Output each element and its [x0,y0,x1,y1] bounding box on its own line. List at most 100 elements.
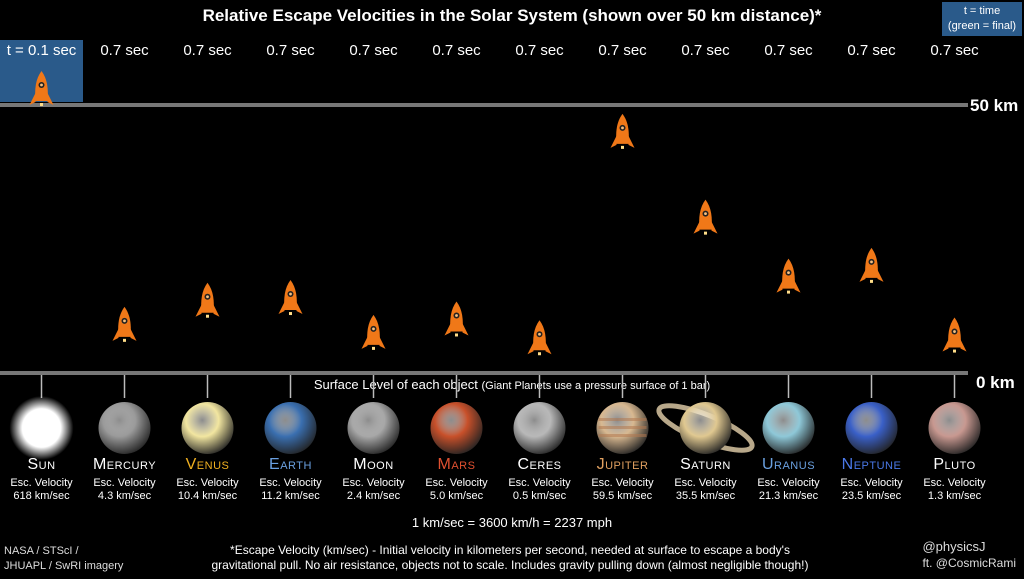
ev-caption: Esc. Velocity [342,477,405,489]
imagery-credit-line-1: NASA / STScI / [4,545,79,557]
ev-value: 59.5 km/sec [592,490,653,502]
planet-neptune [845,402,898,454]
escape-velocity-jupiter: Esc. Velocity 59.5 km/sec [581,477,664,503]
ev-value: 5.0 km/sec [429,490,484,502]
jupiter-band [598,418,647,421]
rocket-venus [195,282,220,318]
planet-name-neptune: Neptune [841,456,902,473]
planet-name-venus: Venus [185,456,230,473]
ev-caption: Esc. Velocity [10,477,73,489]
bottom-axis-label: 0 km [976,373,1015,392]
ev-caption: Esc. Velocity [176,477,239,489]
ev-value: 618 km/sec [13,490,70,502]
ev-caption: Esc. Velocity [923,477,986,489]
rocket-earth [278,280,303,316]
planet-name-jupiter: Jupiter [596,456,649,473]
planet-uranus [762,402,815,454]
surface-main: Surface Level of each object [313,377,478,392]
rocket-uranus [776,258,801,294]
ev-caption: Esc. Velocity [674,477,737,489]
planet-pluto [928,402,981,454]
planet-moon [347,402,400,454]
ev-caption: Esc. Velocity [508,477,571,489]
footnote-line-2: gravitational pull. No air resistance, o… [211,558,809,572]
planet-name-ceres: Ceres [517,456,562,473]
rocket-pluto [942,317,967,353]
time-label-11: 0.7 sec [930,42,979,59]
planet-ceres [513,402,566,454]
escape-velocity-mars: Esc. Velocity 5.0 km/sec [415,477,498,503]
author-credit-line-2: ft. @CosmicRami [922,556,1016,570]
time-label-10: 0.7 sec [847,42,896,59]
escape-velocity-ceres: Esc. Velocity 0.5 km/sec [498,477,581,503]
jupiter-band [598,426,647,429]
rocket-mars [444,301,469,337]
planet-saturn [679,402,732,454]
time-label-1: 0.7 sec [100,42,149,59]
planet-name-sun: Sun [27,456,56,473]
escape-velocity-mercury: Esc. Velocity 4.3 km/sec [83,477,166,503]
time-label-2: 0.7 sec [183,42,232,59]
planet-venus [181,402,234,454]
surface-note: (Giant Planets use a pressure surface of… [481,380,711,392]
time-label-9: 0.7 sec [764,42,813,59]
footnote: *Escape Velocity (km/sec) - Initial velo… [160,543,860,573]
conversion-note: 1 km/sec = 3600 km/h = 2237 mph [411,515,613,530]
planet-name-uranus: Uranus [761,456,816,473]
time-label-4: 0.7 sec [349,42,398,59]
escape-velocity-uranus: Esc. Velocity 21.3 km/sec [747,477,830,503]
imagery-credit: NASA / STScI / JHUAPL / SwRI imagery [4,544,123,574]
jupiter-band [598,434,647,437]
planet-name-earth: Earth [269,456,312,473]
rocket-neptune [859,247,884,283]
ev-caption: Esc. Velocity [840,477,903,489]
ev-value: 35.5 km/sec [675,490,736,502]
rocket-saturn [693,199,718,235]
escape-velocity-sun: Esc. Velocity 618 km/sec [0,477,83,503]
ev-value: 2.4 km/sec [346,490,401,502]
surface-line [0,371,968,375]
planet-name-pluto: Pluto [933,456,976,473]
author-credit-line-1: @physicsJ [922,539,986,554]
ev-value: 23.5 km/sec [841,490,902,502]
footnote-line-1: *Escape Velocity (km/sec) - Initial velo… [230,543,790,557]
top-axis-label: 50 km [970,96,1019,115]
escape-velocity-saturn: Esc. Velocity 35.5 km/sec [664,477,747,503]
rocket-ceres [527,320,552,356]
ev-caption: Esc. Velocity [93,477,156,489]
planet-mercury [98,402,151,454]
ev-value: 10.4 km/sec [177,490,238,502]
escape-velocity-moon: Esc. Velocity 2.4 km/sec [332,477,415,503]
ev-caption: Esc. Velocity [259,477,322,489]
time-label-3: 0.7 sec [266,42,315,59]
author-credit: @physicsJ ft. @CosmicRami [922,538,1016,572]
escape-velocity-pluto: Esc. Velocity 1.3 km/sec [913,477,996,503]
rocket-moon [361,314,386,350]
ev-caption: Esc. Velocity [757,477,820,489]
time-label-7: 0.7 sec [598,42,647,59]
planet-sun [9,396,74,460]
escape-velocity-earth: Esc. Velocity 11.2 km/sec [249,477,332,503]
ev-value: 11.2 km/sec [261,490,320,502]
time-legend: t = time (green = final) [942,2,1022,36]
planet-name-mars: Mars [437,456,476,473]
planet-name-moon: Moon [353,456,394,473]
escape-velocity-venus: Esc. Velocity 10.4 km/sec [166,477,249,503]
planet-earth [264,402,317,454]
legend-line-2: (green = final) [947,20,1017,32]
surface-caption: Surface Level of each object (Giant Plan… [0,377,1024,392]
rocket-jupiter [610,113,635,149]
time-label-6: 0.7 sec [515,42,564,59]
ev-caption: Esc. Velocity [591,477,654,489]
planet-name-mercury: Mercury [92,456,157,473]
planet-mars [430,402,483,454]
imagery-credit-line-2: JHUAPL / SwRI imagery [4,560,124,572]
legend-line-1: t = time [963,5,1001,17]
rocket-sun [29,71,54,106]
ev-value: 21.3 km/sec [758,490,819,502]
time-label-5: 0.7 sec [432,42,481,59]
chart-title: Relative Escape Velocities in the Solar … [202,6,822,25]
planet-name-saturn: Saturn [680,456,731,473]
time-label-8: 0.7 sec [681,42,730,59]
